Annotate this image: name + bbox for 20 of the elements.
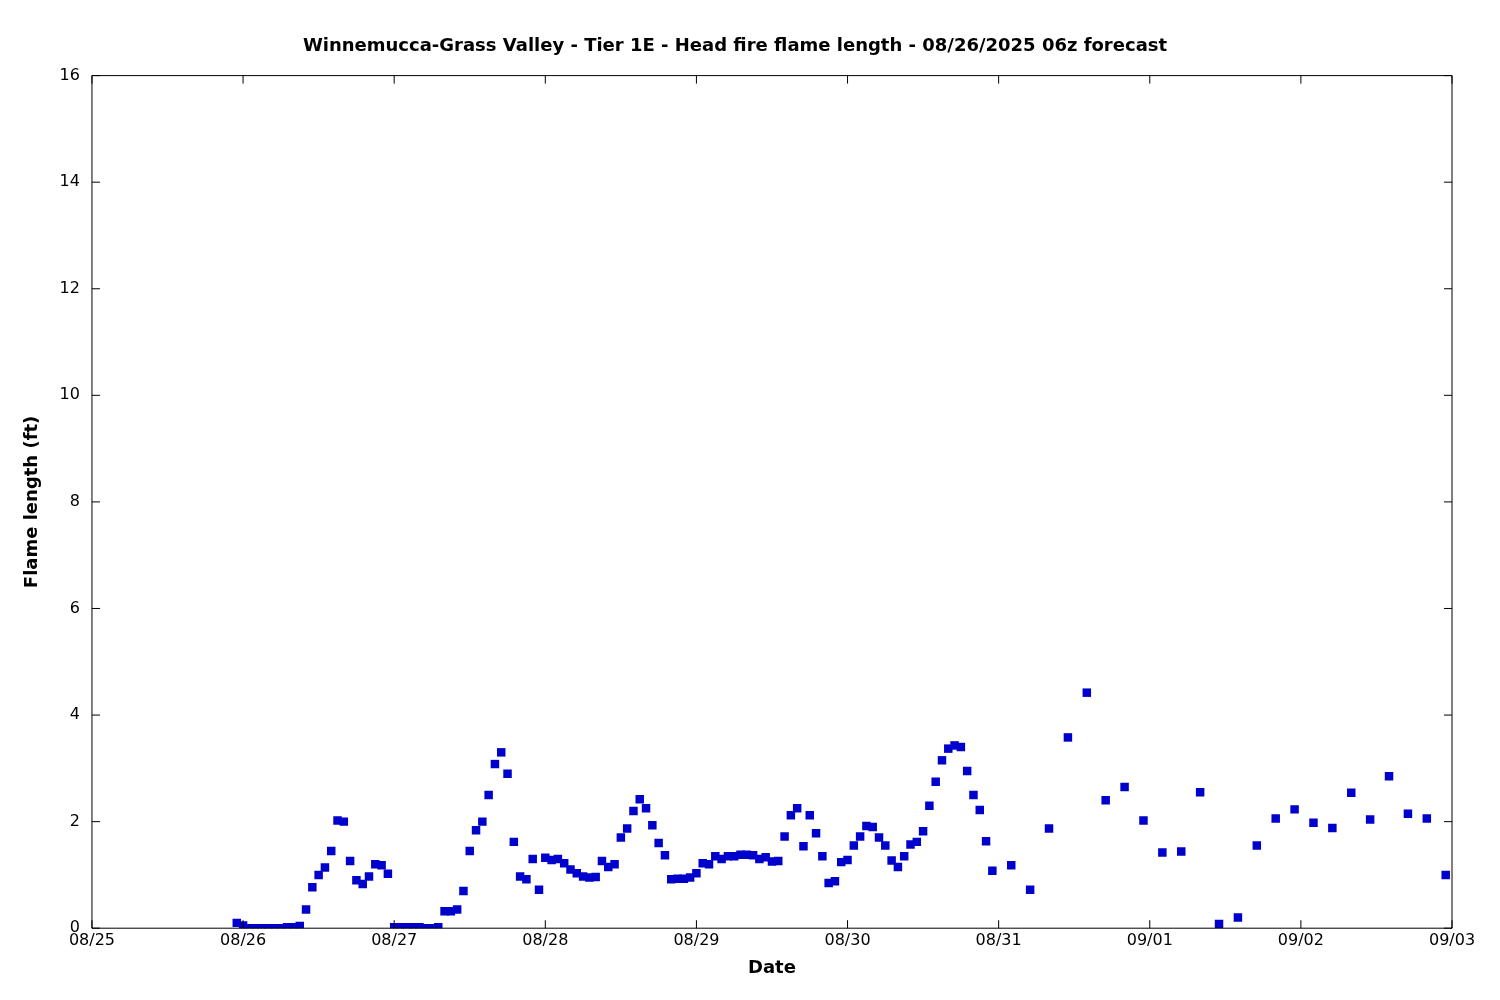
y-tick-label: 16 bbox=[59, 64, 80, 84]
y-tick-label: 12 bbox=[59, 277, 80, 297]
x-tick-label: 08/29 bbox=[673, 929, 720, 949]
y-tick-label: 4 bbox=[69, 704, 80, 724]
y-tick-label: 8 bbox=[69, 491, 80, 511]
x-tick-label: 09/03 bbox=[1428, 929, 1476, 949]
y-tick-label: 14 bbox=[59, 171, 80, 191]
x-axis-title: Date bbox=[748, 955, 796, 977]
x-tick-label: 09/02 bbox=[1277, 929, 1324, 949]
y-tick-label: 2 bbox=[69, 810, 80, 830]
y-tick-label: 6 bbox=[69, 597, 80, 617]
y-tick-label: 10 bbox=[59, 384, 80, 404]
chart-title: Winnemucca-Grass Valley - Tier 1E - Head fire flame length - 08/26/2025 06z forecast bbox=[302, 34, 1168, 56]
y-axis-title: Flame length (ft) bbox=[20, 415, 42, 589]
x-tick-label: 09/01 bbox=[1126, 929, 1173, 949]
x-tick-label: 08/28 bbox=[522, 929, 569, 949]
x-tick-label: 08/27 bbox=[371, 929, 418, 949]
x-tick-label: 08/30 bbox=[824, 929, 871, 949]
x-tick-label: 08/31 bbox=[975, 929, 1022, 949]
x-tick-label: 08/26 bbox=[220, 929, 267, 949]
